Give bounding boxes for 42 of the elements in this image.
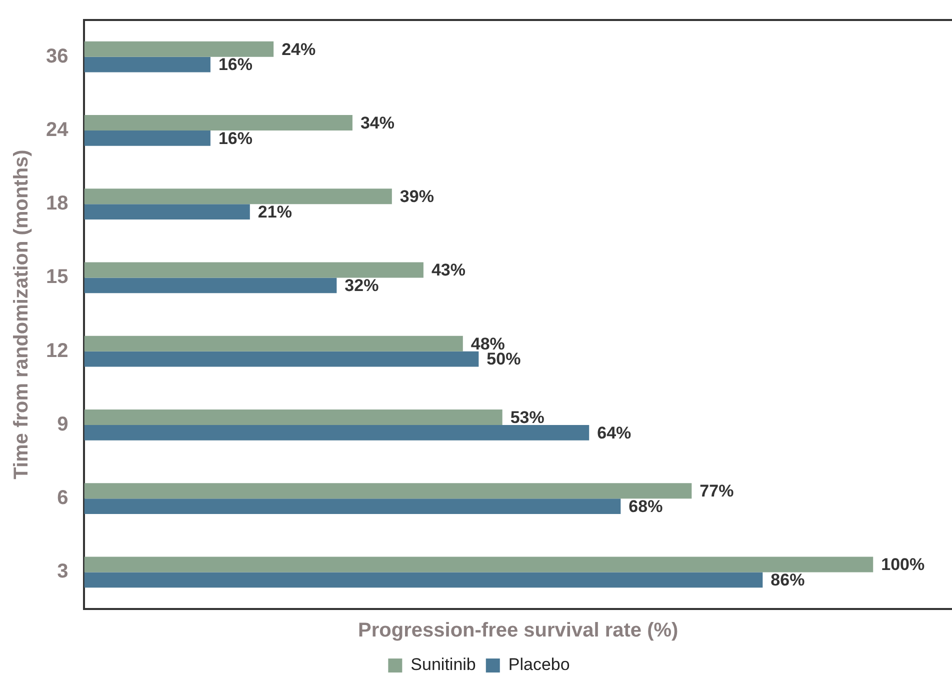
bar: [84, 498, 621, 514]
y-tick-label: 12: [46, 340, 68, 362]
data-label: 21%: [258, 202, 292, 222]
bar: [84, 556, 874, 572]
legend-label: Placebo: [508, 655, 570, 674]
data-label: 43%: [431, 260, 466, 280]
data-label: 24%: [282, 40, 316, 59]
y-tick-label: 24: [46, 118, 70, 141]
y-tick-label: 18: [46, 192, 68, 215]
bar: [84, 483, 692, 499]
bar: [84, 188, 392, 204]
data-label: 53%: [510, 408, 544, 427]
data-label: 32%: [344, 276, 379, 296]
bar: [84, 409, 502, 425]
x-axis-title: Progression-free survival rate (%): [358, 620, 678, 642]
bar: [84, 130, 210, 146]
y-tick-label: 6: [57, 487, 68, 510]
y-tick-label: 3: [57, 560, 68, 583]
data-label: 16%: [218, 55, 252, 74]
bar: [84, 572, 763, 588]
data-label: 77%: [700, 482, 734, 501]
y-tick-label: 9: [57, 413, 68, 436]
bar: [84, 424, 590, 440]
bar: [84, 262, 424, 278]
data-label: 34%: [360, 113, 394, 132]
y-tick-label: 36: [46, 45, 68, 68]
data-label: 64%: [597, 423, 632, 442]
y-axis-title: Time from randomization (months): [10, 150, 33, 480]
bar: [84, 336, 463, 352]
data-label: 16%: [218, 128, 252, 148]
bar: [84, 41, 274, 57]
data-label: 86%: [770, 570, 805, 590]
data-label: 100%: [881, 555, 925, 574]
bar: [84, 278, 337, 294]
data-label: 39%: [400, 187, 434, 206]
y-tick-label: 15: [46, 266, 68, 288]
bar: [84, 204, 250, 220]
bar: [84, 114, 352, 130]
bar: [84, 351, 479, 367]
bar: [84, 56, 210, 72]
data-label: 68%: [628, 496, 663, 516]
legend-label: Sunitinib: [410, 655, 476, 674]
